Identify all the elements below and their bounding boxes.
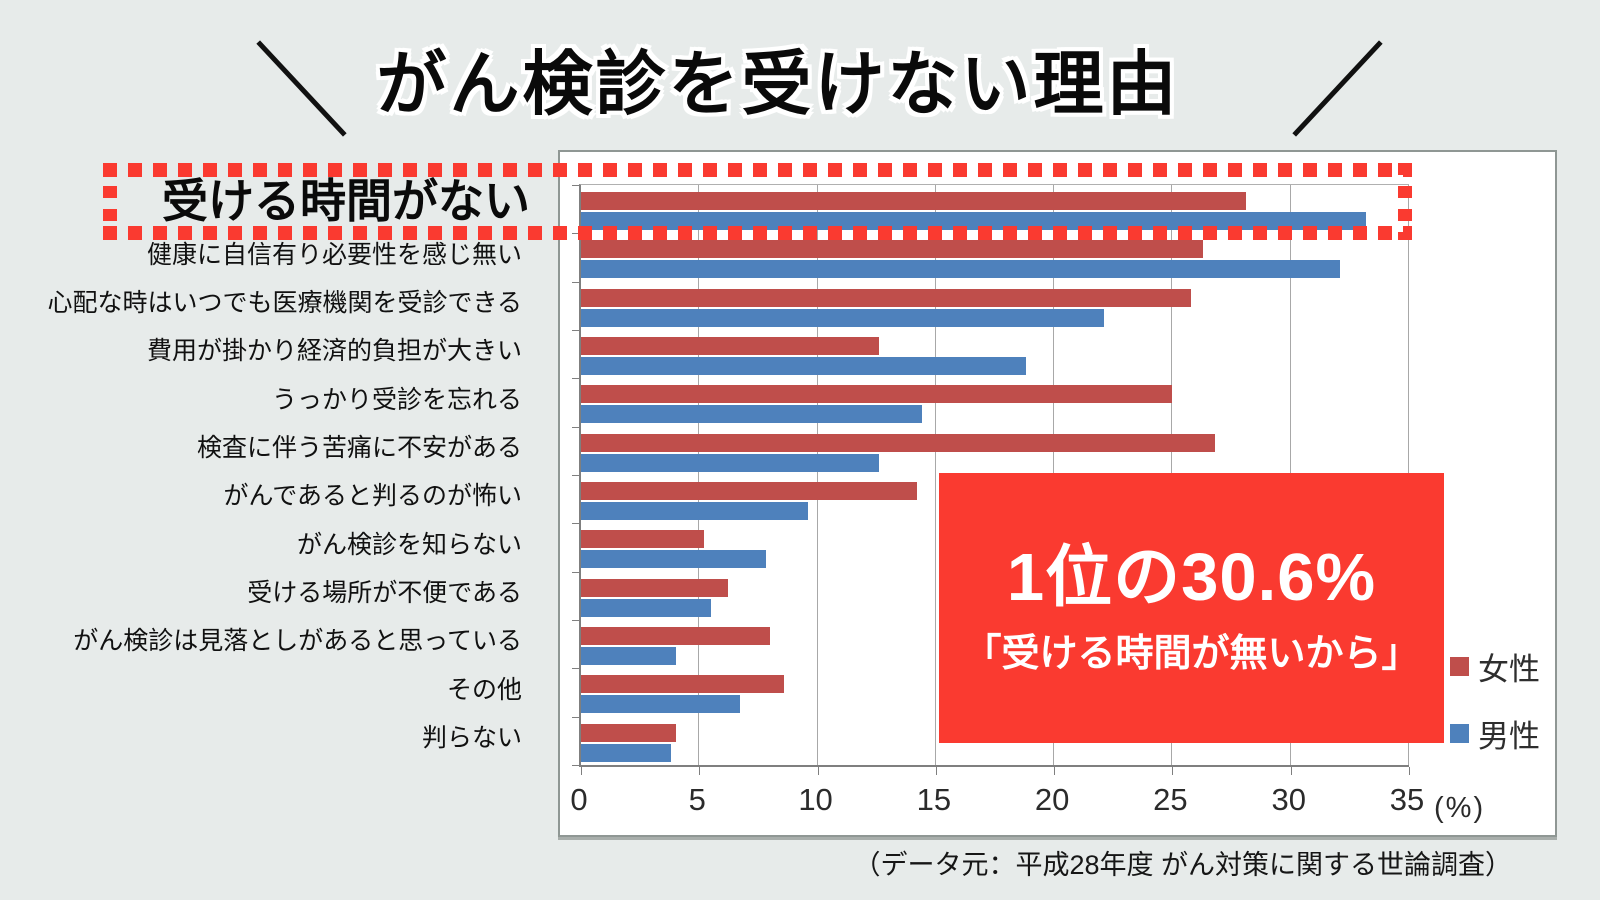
bar-men-11	[581, 743, 671, 762]
bar-women-3	[581, 337, 880, 355]
category-label-9: がん検診は見落としがあると思っている	[73, 627, 522, 655]
gridline-5	[698, 185, 700, 765]
bar-men-8	[581, 598, 712, 617]
y-tick-7	[572, 523, 581, 524]
x-axis-tick-label-5: 5	[688, 782, 706, 817]
gridline-15	[934, 185, 936, 765]
y-tick-3	[572, 330, 581, 331]
bar-women-10	[581, 675, 785, 694]
axis-unit-label: (%)	[1434, 792, 1486, 824]
category-label-6: がんであると判るのが怖い	[223, 482, 522, 510]
bar-women-11	[581, 723, 676, 742]
x-axis-tick-label-15: 15	[916, 782, 952, 817]
bar-women-4	[581, 385, 1173, 404]
x-tick-25	[1172, 767, 1174, 775]
gridline-10	[816, 185, 818, 765]
bar-women-7	[581, 530, 705, 549]
bar-men-6	[581, 502, 809, 520]
bar-women-8	[581, 578, 728, 597]
callout-reason: 「受ける時間が無いから」	[963, 633, 1420, 675]
bar-men-2	[581, 308, 1104, 327]
x-axis-tick-label-35: 35	[1389, 782, 1425, 817]
bar-women-0	[581, 192, 1246, 210]
category-label-4: うっかり受診を忘れる	[271, 386, 522, 414]
category-label-10: その他	[446, 676, 522, 704]
page-title: がん検診を受けない理由	[376, 45, 1180, 123]
category-label-8: 受ける場所が不便である	[247, 579, 522, 607]
bar-men-9	[581, 647, 676, 665]
bar-women-6	[581, 482, 917, 500]
category-label-5: 検査に伴う苦痛に不安がある	[196, 434, 522, 462]
category-labels: 受ける時間がない健康に自信有り必要性を感じ無い心配な時はいつでも医療機関を受診で…	[20, 0, 530, 900]
bar-women-5	[581, 433, 1215, 452]
x-axis-tick-label-10: 10	[798, 782, 833, 817]
y-tick-11	[572, 717, 581, 718]
category-label-1: 健康に自信有り必要性を感じ無い	[146, 241, 522, 269]
dashed-border-left	[103, 163, 117, 240]
y-tick-9	[572, 620, 581, 621]
y-tick-8	[572, 572, 581, 573]
x-tick-20	[1054, 767, 1056, 775]
category-label-11: 判らない	[421, 724, 522, 752]
x-axis-tick-label-30: 30	[1271, 782, 1306, 817]
category-label-0: 受ける時間がない	[162, 175, 530, 227]
legend-swatch-icon	[1450, 724, 1469, 743]
legend: 女性 男性	[1450, 644, 1540, 778]
bar-men-5	[581, 453, 880, 472]
legend-item-women: 女性	[1450, 644, 1540, 689]
x-tick-10	[817, 767, 819, 775]
plot-area	[572, 184, 1410, 775]
bar-men-7	[581, 550, 766, 569]
bar-men-3	[581, 357, 1026, 375]
bar-women-1	[581, 240, 1204, 259]
y-tick-5	[572, 427, 581, 428]
dashed-border-top	[103, 163, 1412, 177]
legend-swatch-icon	[1450, 657, 1469, 676]
y-tick-0	[572, 185, 581, 186]
x-axis-tick-label-20: 20	[1034, 782, 1070, 817]
title-row: がん検診を受けない理由	[0, 28, 1556, 129]
bar-men-4	[581, 405, 922, 424]
legend-item-men: 男性	[1450, 711, 1540, 756]
x-tick-5	[699, 767, 701, 775]
bar-men-10	[581, 695, 740, 714]
legend-label: 男性	[1478, 719, 1540, 754]
bar-women-9	[581, 627, 771, 645]
y-tick-12	[572, 765, 581, 766]
x-tick-0	[581, 767, 582, 775]
category-label-7: がん検診を知らない	[296, 531, 522, 559]
x-tick-30	[1290, 767, 1292, 775]
legend-label: 女性	[1478, 652, 1540, 687]
dashed-border-right	[1398, 163, 1412, 240]
y-tick-6	[572, 475, 581, 476]
x-axis-tick-label-0: 0	[570, 782, 588, 817]
x-tick-35	[1409, 767, 1410, 775]
bar-men-0	[581, 212, 1367, 230]
source-note: （データ元：平成28年度 がん対策に関する世論調査）	[853, 850, 1512, 880]
x-axis-tick-label-25: 25	[1153, 782, 1188, 817]
dashed-border-bottom	[103, 226, 1412, 240]
bar-men-1	[581, 260, 1341, 279]
category-label-2: 心配な時はいつでも医療機関を受診できる	[47, 289, 522, 317]
callout-rank-value: 1位の30.6%	[1006, 540, 1377, 615]
category-label-3: 費用が掛かり経済的負担が大きい	[146, 337, 522, 365]
bar-women-2	[581, 288, 1192, 307]
callout-box: 1位の30.6% 「受ける時間が無いから」	[939, 473, 1444, 743]
y-tick-10	[572, 668, 581, 669]
y-tick-4	[572, 378, 581, 379]
y-tick-2	[572, 282, 581, 283]
x-tick-15	[935, 767, 937, 775]
